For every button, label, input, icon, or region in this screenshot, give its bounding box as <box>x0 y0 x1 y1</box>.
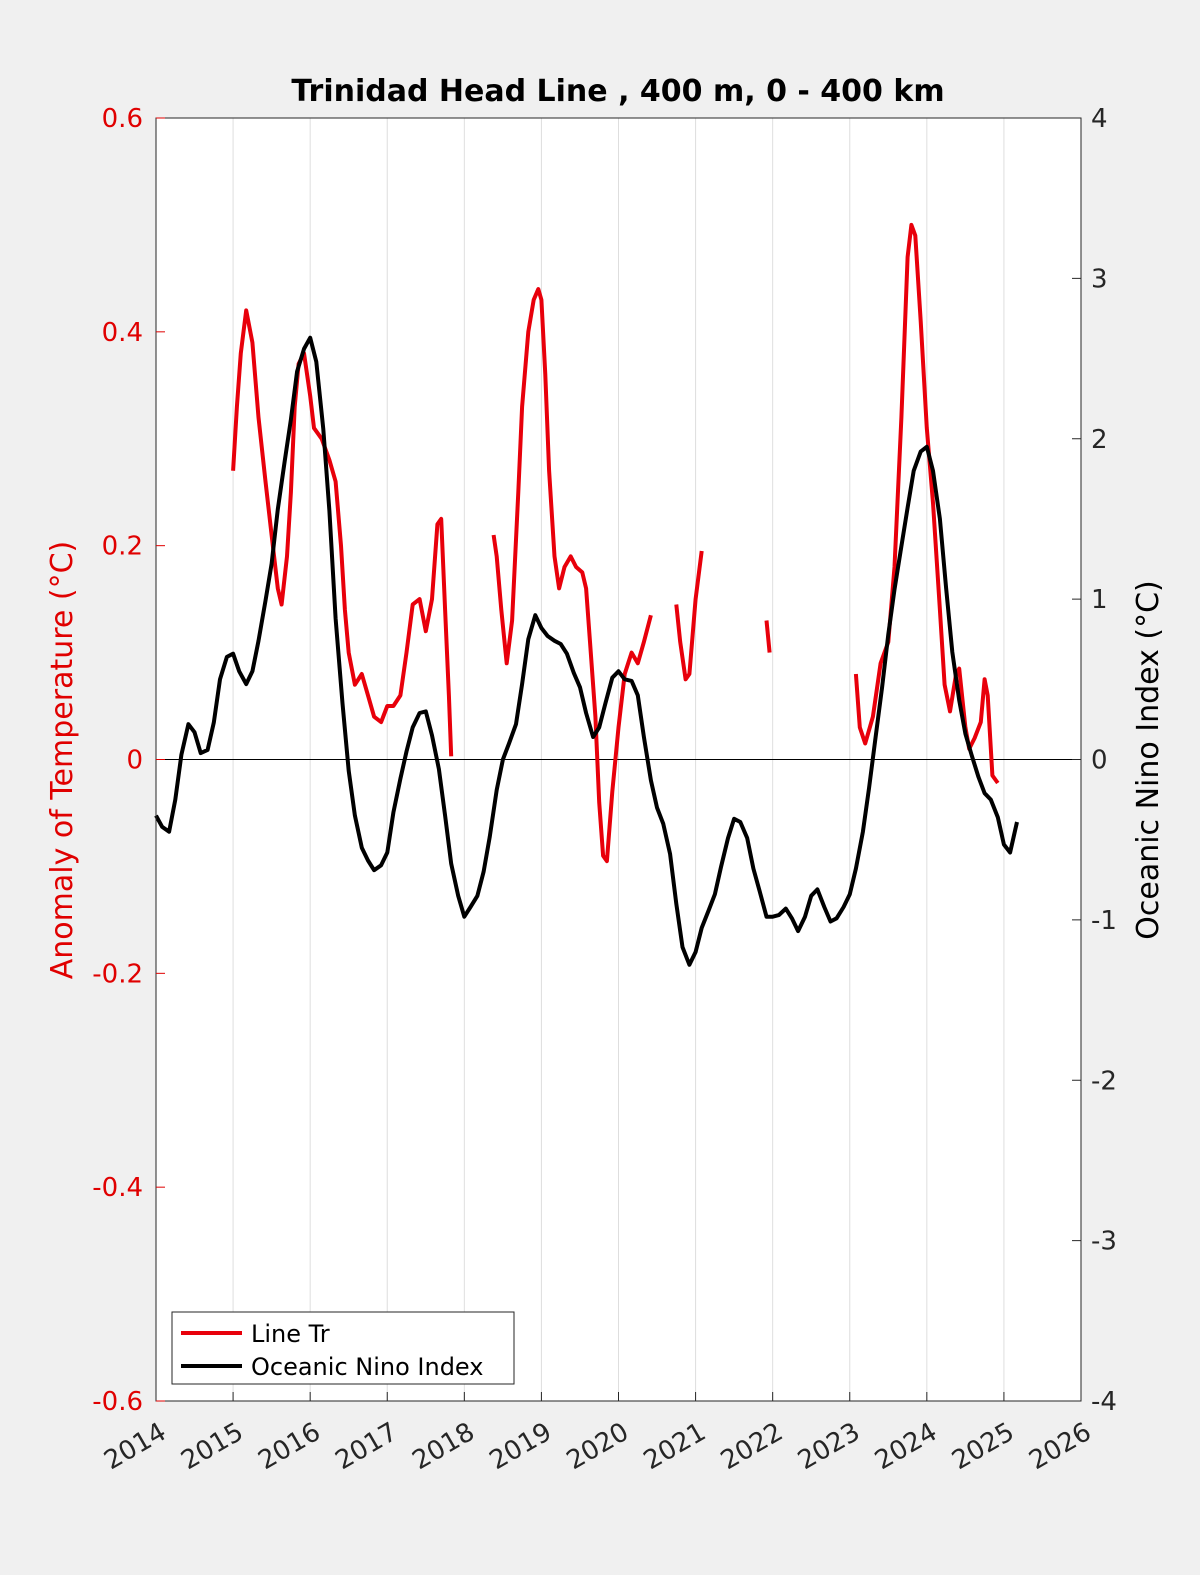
right-y-tick-label: 4 <box>1091 104 1108 134</box>
left-y-tick-label: 0.4 <box>102 318 143 348</box>
left-y-tick-label: 0 <box>126 746 143 776</box>
right-y-tick-label: -1 <box>1091 906 1117 936</box>
legend-label-line-tr: Line Tr <box>251 1320 330 1348</box>
series-layer <box>154 222 1019 967</box>
right-y-tick-label: 3 <box>1091 264 1108 294</box>
series-line-oceanic-nino-index <box>154 335 1019 967</box>
left-axis-label: Anomaly of Temperature (°C) <box>45 541 80 980</box>
right-y-tick-label: -3 <box>1091 1227 1117 1257</box>
series-line-line-tr <box>853 222 1000 785</box>
right-y-tick-label: 1 <box>1091 585 1108 615</box>
left-y-tick-label: -0.2 <box>92 959 143 989</box>
right-axis-label: Oceanic Nino Index (°C) <box>1131 580 1166 940</box>
left-y-tick-label: 0.2 <box>102 532 143 562</box>
series-line-line-tr <box>764 620 772 653</box>
left-y-tick-label: 0.6 <box>102 104 143 134</box>
right-y-tick-label: 0 <box>1091 746 1108 776</box>
legend: Line Tr Oceanic Nino Index <box>171 1311 515 1385</box>
series-line-line-tr <box>231 308 454 757</box>
right-y-tick-label: -4 <box>1091 1387 1117 1417</box>
right-y-tick-label: 2 <box>1091 425 1108 455</box>
chart-title: Trinidad Head Line , 400 m, 0 - 400 km <box>291 74 944 109</box>
legend-box <box>171 1311 515 1385</box>
left-y-tick-label: -0.6 <box>92 1387 143 1417</box>
series-line-line-tr <box>674 550 704 682</box>
left-y-tick-label: -0.4 <box>92 1173 143 1203</box>
right-y-tick-label: -2 <box>1091 1066 1117 1096</box>
series-line-line-tr <box>491 287 653 864</box>
legend-label-oceanic-nino-index: Oceanic Nino Index <box>251 1353 483 1381</box>
